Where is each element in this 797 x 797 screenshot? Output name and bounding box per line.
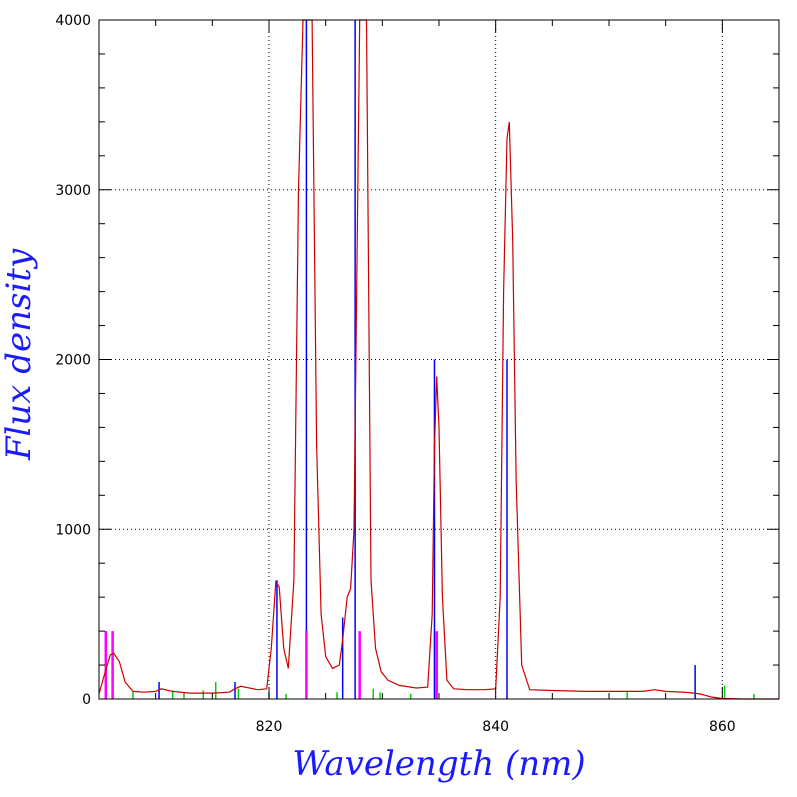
spectrum-series	[98, 19, 779, 700]
y-tick-label: 0	[82, 692, 91, 708]
grid-lines	[99, 20, 779, 699]
tick-labels: 820 840 860 0 1000 2000 3000 4000	[55, 13, 735, 735]
y-tick-label: 1000	[55, 522, 91, 538]
y-axis-title: Flux density	[0, 248, 39, 461]
axis-ticks	[98, 19, 780, 700]
x-tick-label: 840	[482, 719, 509, 735]
line-markers	[104, 20, 755, 699]
y-tick-label: 3000	[55, 183, 91, 199]
y-tick-label: 4000	[55, 13, 91, 29]
x-axis-title: Wavelength (nm)	[292, 744, 585, 784]
spectrum-line	[98, 19, 779, 700]
x-tick-label: 820	[256, 719, 283, 735]
x-tick-label: 860	[709, 719, 736, 735]
y-tick-label: 2000	[55, 353, 91, 369]
